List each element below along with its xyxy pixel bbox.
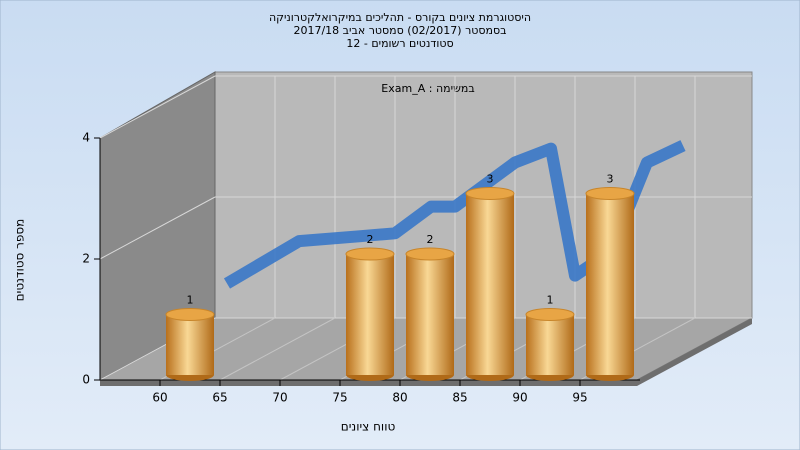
- floor-edge: [637, 318, 752, 386]
- bar: [166, 314, 214, 375]
- x-tick-label: 90: [512, 391, 527, 405]
- bar-top: [345, 247, 395, 261]
- x-tick-label: 95: [572, 391, 587, 405]
- x-tick-label: 70: [272, 391, 287, 405]
- y-tick-label: 4: [82, 131, 90, 145]
- y-tick-label: 0: [82, 373, 90, 387]
- x-tick-label: 85: [452, 391, 467, 405]
- y-axis-label: מספר סטודנטים: [13, 219, 27, 302]
- x-tick-label: 65: [212, 391, 227, 405]
- bar: [346, 254, 394, 375]
- x-tick-label: 80: [392, 391, 407, 405]
- bar: [526, 314, 574, 375]
- subtitle: במשימה : Exam_A: [381, 82, 474, 95]
- x-tick-label: 60: [152, 391, 167, 405]
- grid-line: [99, 75, 216, 139]
- x-axis-label: טווח ציונים: [341, 420, 396, 434]
- title: היסטוגרמת ציונים בקורס - תהליכים במיקרוא…: [269, 11, 531, 24]
- title: בסמסטר (02/2017) סמסטר אביב 2017/18: [293, 24, 506, 37]
- value-label: 1: [547, 294, 554, 307]
- floor-edge: [100, 380, 637, 386]
- value-label: 1: [187, 294, 194, 307]
- value-label: 2: [427, 233, 434, 246]
- y-tick-label: 2: [82, 252, 90, 266]
- bar-top: [165, 308, 215, 321]
- title: סטודנטים רשומים - 12: [346, 37, 453, 50]
- bar: [406, 254, 454, 375]
- grid-line: [99, 196, 216, 260]
- bar-top: [585, 187, 635, 200]
- grid-line: [219, 317, 336, 381]
- value-label: 3: [607, 173, 614, 186]
- bar: [586, 193, 634, 375]
- bar-top: [405, 247, 455, 261]
- value-label: 2: [367, 233, 374, 246]
- value-label: 3: [487, 173, 494, 186]
- x-tick-label: 75: [332, 391, 347, 405]
- bar-top: [525, 308, 575, 321]
- bar: [466, 193, 514, 375]
- bar-top: [465, 187, 515, 200]
